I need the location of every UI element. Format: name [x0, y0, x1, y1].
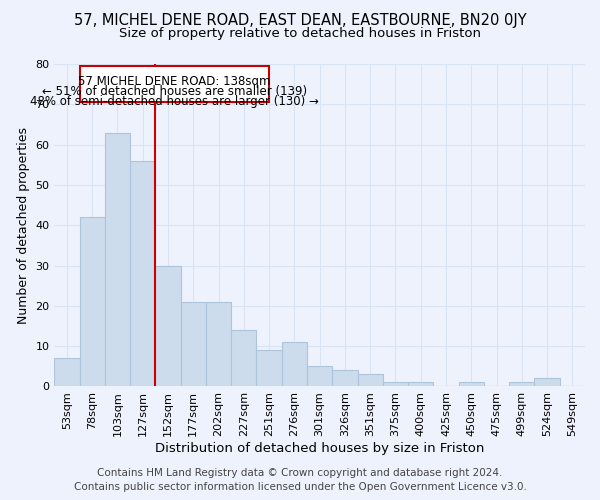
Text: Contains HM Land Registry data © Crown copyright and database right 2024.
Contai: Contains HM Land Registry data © Crown c…: [74, 468, 526, 492]
Text: Size of property relative to detached houses in Friston: Size of property relative to detached ho…: [119, 28, 481, 40]
Bar: [105, 132, 130, 386]
Bar: [130, 160, 155, 386]
Bar: [458, 382, 484, 386]
Text: 57 MICHEL DENE ROAD: 138sqm: 57 MICHEL DENE ROAD: 138sqm: [78, 75, 271, 88]
Bar: [206, 302, 231, 386]
Y-axis label: Number of detached properties: Number of detached properties: [17, 126, 30, 324]
Bar: [332, 370, 358, 386]
Bar: [383, 382, 408, 386]
Bar: [80, 217, 105, 386]
Text: ← 51% of detached houses are smaller (139): ← 51% of detached houses are smaller (13…: [42, 86, 307, 98]
Bar: [54, 358, 80, 386]
Bar: [307, 366, 332, 386]
Bar: [509, 382, 535, 386]
Text: 48% of semi-detached houses are larger (130) →: 48% of semi-detached houses are larger (…: [30, 95, 319, 108]
X-axis label: Distribution of detached houses by size in Friston: Distribution of detached houses by size …: [155, 442, 484, 455]
FancyBboxPatch shape: [80, 66, 269, 102]
Bar: [181, 302, 206, 386]
Bar: [155, 266, 181, 386]
Bar: [256, 350, 282, 387]
Bar: [535, 378, 560, 386]
Text: 57, MICHEL DENE ROAD, EAST DEAN, EASTBOURNE, BN20 0JY: 57, MICHEL DENE ROAD, EAST DEAN, EASTBOU…: [74, 12, 526, 28]
Bar: [408, 382, 433, 386]
Bar: [358, 374, 383, 386]
Bar: [282, 342, 307, 386]
Bar: [231, 330, 256, 386]
